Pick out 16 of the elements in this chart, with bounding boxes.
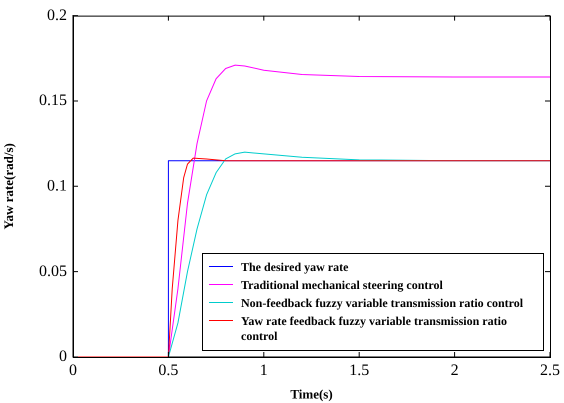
y-tick-label: 0.2	[47, 6, 67, 24]
y-tick-label: 0.05	[39, 262, 67, 280]
x-tick-label: 2.5	[540, 362, 560, 379]
legend-label: Yaw rate feedback fuzzy variable transmission ratio control	[241, 314, 508, 344]
y-axis-title: Yaw rate(rad/s)	[1, 143, 16, 230]
x-tick-label: 2	[450, 362, 459, 379]
legend-label: The desired yaw rate	[241, 260, 348, 275]
y-tick-label: 0.1	[47, 178, 67, 195]
x-tick-label: 0.5	[158, 362, 178, 379]
x-axis-title: Time(s)	[290, 386, 333, 402]
legend-label: Traditional mechanical steering control	[241, 278, 443, 293]
y-tick-label: 0	[59, 348, 67, 366]
legend-label: Non-feedback fuzzy variable transmission ratio control	[241, 296, 524, 311]
x-tick-label: 1	[260, 362, 268, 379]
y-tick-label: 0.15	[39, 92, 67, 110]
x-tick-label: 1.5	[349, 362, 370, 379]
